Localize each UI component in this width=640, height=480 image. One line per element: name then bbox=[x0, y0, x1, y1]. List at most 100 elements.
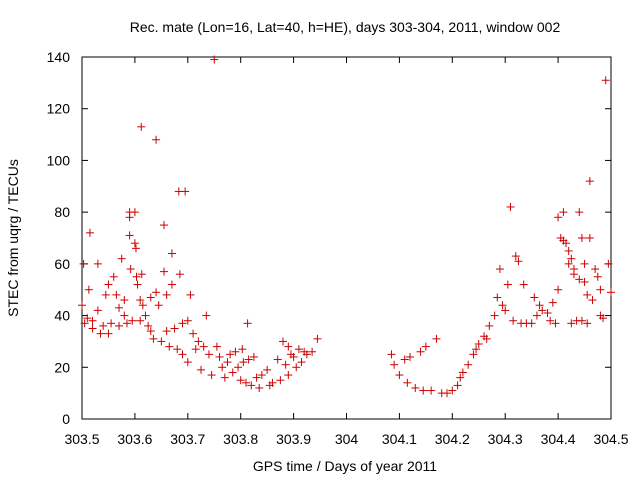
data-point bbox=[120, 311, 129, 320]
data-point bbox=[104, 329, 113, 338]
data-point bbox=[564, 246, 573, 255]
data-point bbox=[189, 329, 198, 338]
data-point bbox=[125, 213, 134, 222]
data-point bbox=[591, 265, 600, 274]
data-point bbox=[178, 350, 187, 359]
x-tick-label: 304.3 bbox=[488, 431, 523, 447]
data-point bbox=[599, 314, 608, 323]
data-point bbox=[403, 378, 412, 387]
data-point bbox=[130, 208, 139, 217]
y-tick-label: 0 bbox=[62, 411, 70, 427]
data-point bbox=[152, 288, 161, 297]
data-point bbox=[495, 265, 504, 274]
data-point bbox=[498, 301, 507, 310]
data-point bbox=[279, 337, 288, 346]
data-point bbox=[120, 296, 129, 305]
data-point bbox=[474, 340, 483, 349]
x-tick-label: 303.5 bbox=[64, 431, 99, 447]
data-point bbox=[569, 265, 578, 274]
data-point bbox=[464, 360, 473, 369]
data-point bbox=[146, 327, 155, 336]
data-point bbox=[238, 345, 247, 354]
data-point bbox=[167, 280, 176, 289]
data-point bbox=[125, 231, 134, 240]
data-point bbox=[144, 321, 153, 330]
data-point bbox=[313, 334, 322, 343]
data-point bbox=[257, 371, 266, 380]
y-tick-label: 20 bbox=[54, 359, 70, 375]
data-point bbox=[183, 358, 192, 367]
data-point bbox=[546, 316, 555, 325]
data-point bbox=[276, 376, 285, 385]
data-point bbox=[226, 350, 235, 359]
data-point bbox=[551, 319, 560, 328]
data-point bbox=[133, 280, 142, 289]
data-point bbox=[186, 290, 195, 299]
x-tick-label: 303.7 bbox=[170, 431, 205, 447]
data-point bbox=[247, 381, 256, 390]
data-point bbox=[122, 319, 131, 328]
data-point bbox=[416, 347, 425, 356]
data-point bbox=[448, 386, 457, 395]
data-point bbox=[159, 267, 168, 276]
y-tick-label: 40 bbox=[54, 308, 70, 324]
data-point bbox=[80, 319, 89, 328]
chart-title: Rec. mate (Lon=16, Lat=40, h=HE), days 3… bbox=[130, 19, 561, 35]
data-point bbox=[167, 249, 176, 258]
data-point bbox=[194, 337, 203, 346]
data-point bbox=[252, 373, 261, 382]
data-point bbox=[223, 358, 232, 367]
data-point bbox=[530, 293, 539, 302]
data-point bbox=[458, 368, 467, 377]
data-point bbox=[443, 389, 452, 398]
data-point bbox=[212, 342, 221, 351]
data-point bbox=[128, 316, 137, 325]
x-tick-label: 304.4 bbox=[541, 431, 576, 447]
data-point bbox=[289, 352, 298, 361]
data-point bbox=[562, 239, 571, 248]
data-point bbox=[554, 285, 563, 294]
data-point bbox=[519, 280, 528, 289]
data-point bbox=[154, 301, 163, 310]
data-point bbox=[115, 321, 124, 330]
data-point bbox=[159, 221, 168, 230]
x-tick-label: 303.9 bbox=[276, 431, 311, 447]
data-points bbox=[78, 55, 615, 398]
plot-frame bbox=[81, 56, 612, 420]
data-point bbox=[178, 319, 187, 328]
data-point bbox=[294, 345, 303, 354]
data-point bbox=[231, 347, 240, 356]
data-point bbox=[567, 254, 576, 263]
x-tick-label: 303.6 bbox=[117, 431, 152, 447]
data-point bbox=[273, 355, 282, 364]
data-point bbox=[281, 360, 290, 369]
data-point bbox=[88, 316, 97, 325]
data-point bbox=[453, 381, 462, 390]
data-point bbox=[104, 280, 113, 289]
y-tick-label: 120 bbox=[47, 101, 71, 117]
data-point bbox=[137, 122, 146, 131]
data-point bbox=[532, 311, 541, 320]
data-point bbox=[284, 371, 293, 380]
data-point bbox=[165, 342, 174, 351]
axis-ticks: 303.5 303.6 303.7 303.8 303.9 304 304.1 304.2 30… bbox=[47, 49, 629, 447]
data-point bbox=[175, 270, 184, 279]
data-point bbox=[117, 254, 126, 263]
data-point bbox=[115, 303, 124, 312]
data-point bbox=[302, 350, 311, 359]
data-point bbox=[136, 296, 145, 305]
x-tick-label: 304.1 bbox=[382, 431, 417, 447]
data-point bbox=[197, 365, 206, 374]
data-point bbox=[84, 285, 93, 294]
data-point bbox=[255, 383, 264, 392]
data-point bbox=[112, 290, 121, 299]
data-point bbox=[181, 187, 190, 196]
data-point bbox=[580, 277, 589, 286]
data-point bbox=[93, 306, 102, 315]
data-point bbox=[220, 373, 229, 382]
data-point bbox=[588, 296, 597, 305]
data-point bbox=[173, 345, 182, 354]
y-tick-label: 80 bbox=[54, 204, 70, 220]
data-point bbox=[297, 358, 306, 367]
